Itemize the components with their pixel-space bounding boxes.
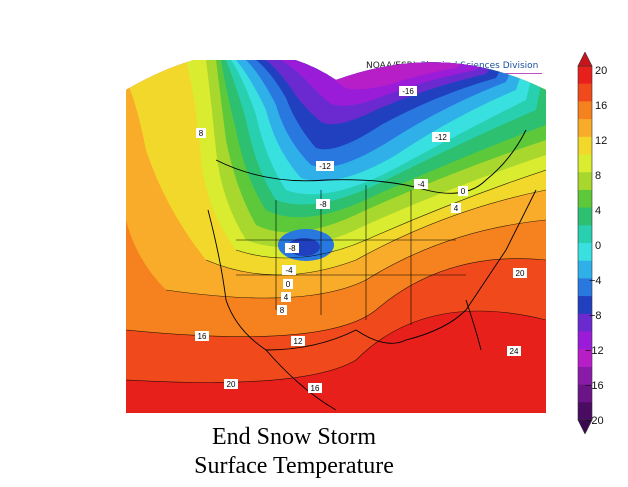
colorbar-tick: −20 [585, 415, 604, 427]
colorbar-swatch [578, 136, 592, 155]
svg-text:-16: -16 [402, 87, 414, 96]
isotherm-16 [126, 310, 546, 383]
contour-label: 0 [283, 279, 293, 289]
svg-text:4: 4 [284, 293, 289, 302]
svg-text:8: 8 [280, 306, 285, 315]
colorbar-bottom-arrow [577, 419, 593, 435]
colorbar-tick: −16 [585, 380, 604, 392]
temperature-map: 8 -16 -12 -12 -8 -4 0 4 -8 -4 0 4 8 12 1… [126, 60, 546, 413]
contour-label: -12 [432, 132, 450, 142]
contour-label: 4 [451, 203, 461, 213]
colorbar-swatch [578, 83, 592, 102]
colorbar-swatch [578, 207, 592, 226]
contour-label: 16 [195, 331, 209, 341]
colorbar-swatch [578, 243, 592, 262]
contour-label: 20 [513, 268, 527, 278]
isotherm-0 [235, 169, 546, 259]
svg-text:16: 16 [198, 332, 207, 341]
colorbar-swatch [578, 313, 592, 332]
svg-text:24: 24 [510, 347, 519, 356]
svg-text:8: 8 [199, 129, 204, 138]
colorbar-swatch [578, 260, 592, 279]
state-lines [236, 185, 466, 325]
svg-text:20: 20 [516, 269, 525, 278]
svg-text:-4: -4 [417, 180, 425, 189]
contour-label: 24 [507, 346, 521, 356]
colorbar-swatch [578, 172, 592, 191]
colorbar-svg: 20 16 12 8 4 0 −4 −8 −12 −16 −20 [577, 51, 607, 435]
svg-text:12: 12 [294, 337, 303, 346]
contour-label: 8 [196, 128, 206, 138]
credit-division: Physical Sciences Division [420, 61, 539, 71]
colorbar-tick: 16 [595, 100, 607, 112]
colorbar-swatch [578, 66, 592, 85]
svg-text:-8: -8 [319, 200, 327, 209]
colorbar-swatch [578, 225, 592, 244]
title-line-1: End Snow Storm [211, 424, 376, 450]
svg-text:-8: -8 [288, 244, 296, 253]
colorbar-swatch [578, 119, 592, 138]
colorbar-swatch [578, 366, 592, 386]
colorbar-swatch [578, 189, 592, 209]
warm-atlantic [436, 320, 546, 400]
colorbar-tick: 12 [595, 135, 607, 147]
contour-label: 8 [277, 305, 287, 315]
isotherm-4 [205, 189, 546, 276]
svg-text:-12: -12 [435, 133, 447, 142]
colorbar-tick: −4 [589, 275, 602, 287]
svg-text:4: 4 [454, 204, 459, 213]
colorbar-swatch [578, 296, 592, 315]
colorbar-swatches [577, 65, 593, 421]
colorbar-swatch [578, 384, 592, 403]
gulf-atlantic-coast [265, 189, 537, 351]
colorbar-swatch [578, 278, 592, 297]
svg-text:-12: -12 [319, 162, 331, 171]
colorbar-ticks: 20 16 12 8 4 0 −4 −8 −12 −16 −20 [585, 65, 607, 427]
contour-labels: 8 -16 -12 -12 -8 -4 0 4 -8 -4 0 4 8 12 1… [195, 86, 527, 393]
svg-text:0: 0 [286, 280, 291, 289]
svg-text:20: 20 [227, 380, 236, 389]
svg-text:16: 16 [311, 384, 320, 393]
colorbar-tick: 0 [595, 240, 601, 252]
contour-label: 12 [291, 336, 305, 346]
contour-label: -12 [316, 161, 334, 171]
contour-label: -4 [282, 265, 296, 275]
colorbar-swatch [578, 101, 592, 120]
svg-text:0: 0 [461, 187, 466, 196]
isotherm-8 [165, 219, 546, 299]
map-svg: 8 -16 -12 -12 -8 -4 0 4 -8 -4 0 4 8 12 1… [126, 60, 546, 413]
contour-label: 0 [458, 186, 468, 196]
contour-label: -8 [285, 243, 299, 253]
title-line-2: Surface Temperature [194, 453, 394, 479]
contour-label: 16 [308, 383, 322, 393]
florida-outline [465, 299, 482, 351]
colorbar: 20 16 12 8 4 0 −4 −8 −12 −16 −20 [572, 51, 622, 435]
colorbar-swatch [578, 154, 592, 173]
colorbar-tick: 8 [595, 170, 601, 182]
colorbar-top-arrow [577, 51, 593, 67]
colorbar-tick: −8 [589, 310, 602, 322]
contour-label: -8 [316, 199, 330, 209]
svg-text:-4: -4 [285, 266, 293, 275]
colorbar-swatch [578, 349, 592, 368]
colorbar-swatch [578, 402, 592, 421]
isotherms [126, 169, 546, 383]
contour-label: -4 [414, 179, 428, 189]
isotherm-12 [126, 258, 546, 337]
colorbar-tick: 4 [595, 205, 601, 217]
colorbar-tick: −12 [585, 345, 604, 357]
contour-label: 20 [224, 379, 238, 389]
west-coastline [207, 209, 337, 411]
colorbar-swatch [578, 331, 592, 350]
colorbar-tick: 20 [595, 65, 607, 77]
contour-label: -16 [399, 86, 417, 96]
contour-label: 4 [281, 292, 291, 302]
